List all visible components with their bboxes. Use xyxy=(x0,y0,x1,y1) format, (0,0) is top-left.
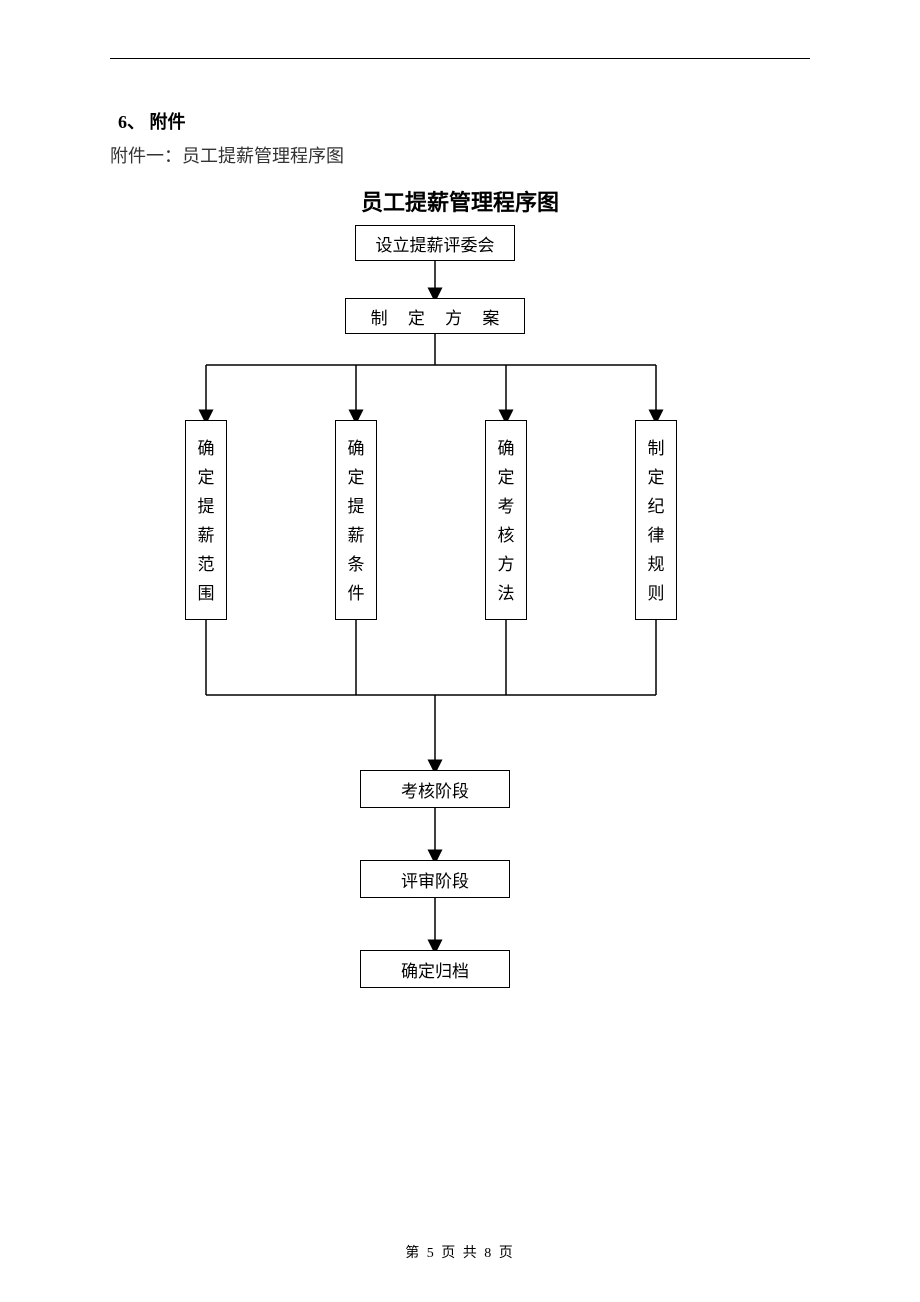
node-determine-scope: 确定提薪范围 xyxy=(185,420,227,620)
node-confirm-archive: 确定归档 xyxy=(360,950,510,988)
node-determine-method: 确定考核方法 xyxy=(485,420,527,620)
node-determine-conditions: 确定提薪条件 xyxy=(335,420,377,620)
node-setup-committee: 设立提薪评委会 xyxy=(355,225,515,261)
chart-title: 员工提薪管理程序图 xyxy=(0,185,920,217)
section-heading: 6、 附件 xyxy=(118,108,186,134)
node-review-stage: 评审阶段 xyxy=(360,860,510,898)
attachment-subheading: 附件一：员工提薪管理程序图 xyxy=(110,142,344,168)
node-formulate-plan: 制 定 方 案 xyxy=(345,298,525,334)
flowchart-connectors xyxy=(170,220,690,1040)
flowchart-container: 设立提薪评委会 制 定 方 案 确定提薪范围 确定提薪条件 确定考核方法 制定纪… xyxy=(170,220,690,1040)
node-establish-rules: 制定纪律规则 xyxy=(635,420,677,620)
page-footer: 第 5 页 共 8 页 xyxy=(0,1242,920,1262)
header-rule xyxy=(110,58,810,59)
node-assessment-stage: 考核阶段 xyxy=(360,770,510,808)
